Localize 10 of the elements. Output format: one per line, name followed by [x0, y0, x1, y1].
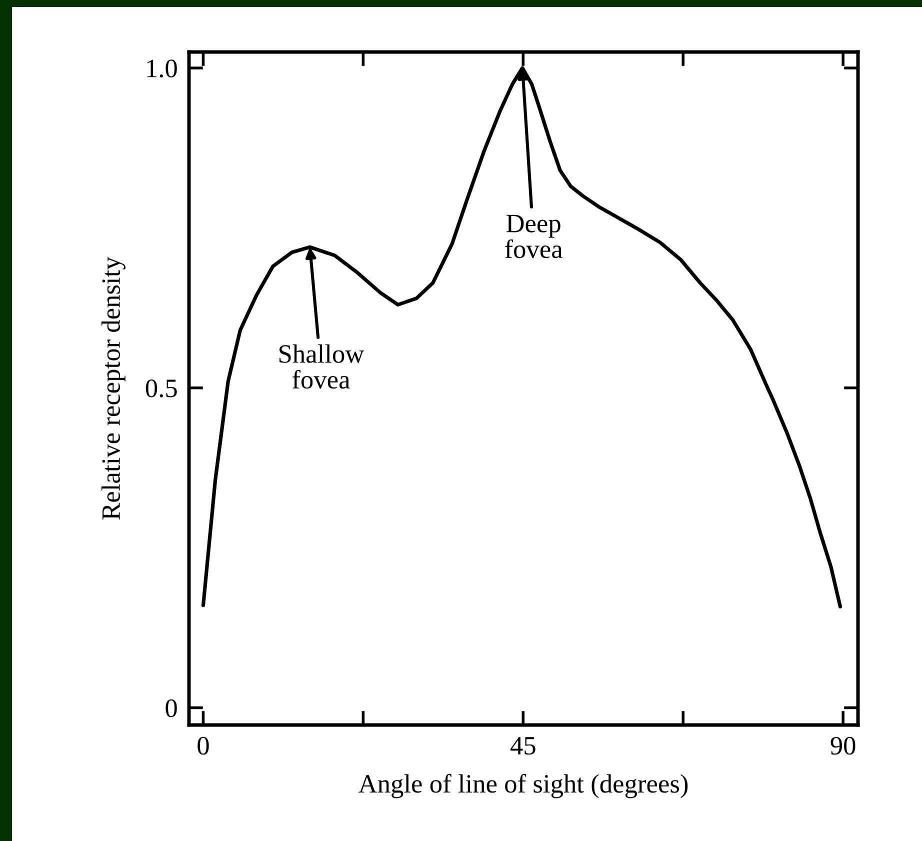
y-tick-label: 0.5 — [146, 379, 177, 398]
y-axis-title: Relative receptor density — [101, 256, 126, 520]
y-tick-label: 0 — [166, 699, 177, 718]
x-tick-label: 90 — [830, 736, 856, 755]
annotation: Shallow fovea — [279, 344, 364, 389]
x-axis-title: Angle of line of sight (degrees) — [358, 774, 688, 798]
x-tick-label: 45 — [510, 737, 536, 755]
y-tick-label: 1.0 — [147, 60, 177, 78]
x-tick-label: 0 — [198, 736, 209, 755]
annotation: Deep fovea — [505, 214, 562, 258]
